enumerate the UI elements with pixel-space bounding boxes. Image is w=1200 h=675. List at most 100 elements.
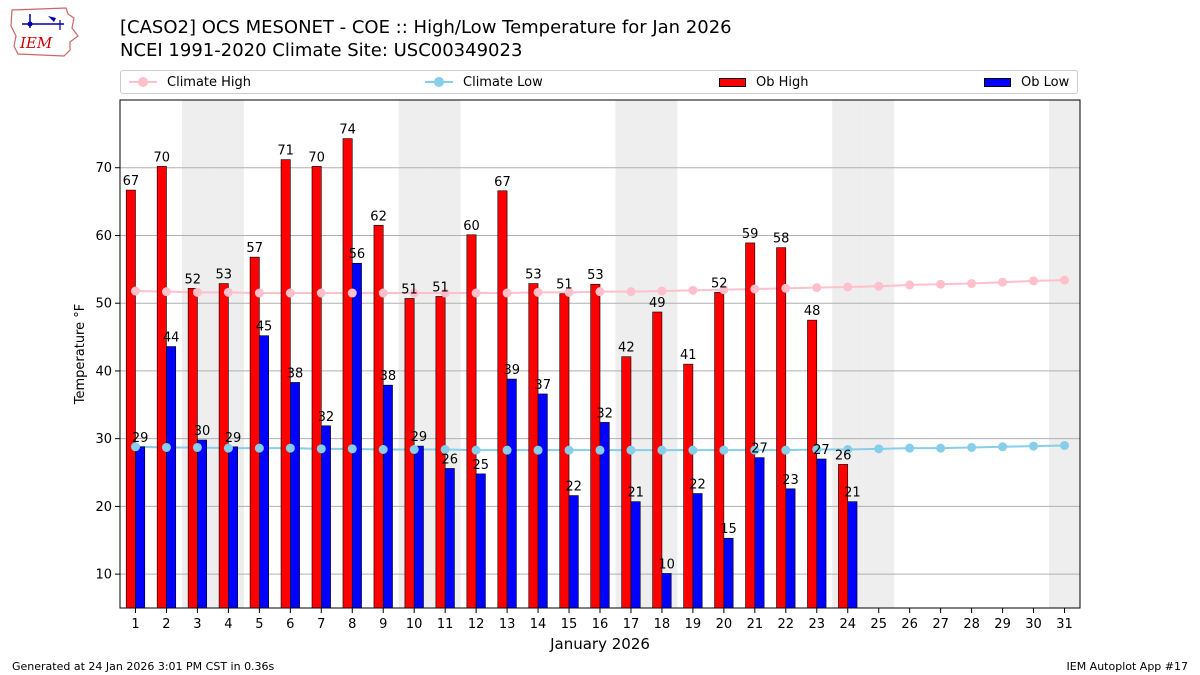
ob-low-bar — [723, 537, 734, 609]
x-axis-label: January 2026 — [549, 635, 650, 653]
legend-swatch-ob-high — [719, 77, 746, 87]
x-tick-label: 24 — [839, 617, 856, 632]
ob-high-label: 59 — [742, 227, 759, 242]
legend-item-climate-high: Climate High — [129, 71, 251, 93]
ob-high-label: 51 — [556, 278, 573, 293]
ob-low-label: 10 — [658, 557, 675, 572]
ob-low-label: 56 — [349, 247, 366, 262]
climate-high-point — [254, 288, 264, 298]
weekend-band — [1049, 100, 1080, 608]
climate-low-point — [626, 445, 636, 455]
ob-low-label: 27 — [751, 442, 768, 457]
climate-low-point — [440, 445, 450, 455]
logo-text: IEM — [19, 34, 53, 52]
y-tick-label: 50 — [95, 297, 112, 312]
ob-low-bar — [785, 488, 796, 609]
legend-item-climate-low: Climate Low — [425, 71, 543, 93]
ob-high-label: 70 — [154, 150, 171, 165]
ob-high-bar — [311, 166, 322, 609]
ob-high-bar — [280, 159, 291, 609]
ob-low-label: 29 — [411, 430, 428, 445]
climate-low-point — [874, 444, 884, 454]
climate-low-point — [719, 445, 729, 455]
ob-low-bar — [754, 457, 765, 609]
x-tick-label: 26 — [901, 617, 918, 632]
ob-low-bar — [444, 468, 455, 609]
climate-high-point — [874, 281, 884, 291]
ob-low-bar — [320, 425, 331, 609]
climate-low-point — [781, 445, 791, 455]
x-tick-label: 14 — [530, 617, 547, 632]
ob-high-bar — [497, 190, 508, 609]
climate-low-point — [533, 445, 543, 455]
climate-low-point — [285, 443, 295, 453]
climate-low-point — [905, 443, 915, 453]
x-tick-label: 1 — [131, 617, 139, 632]
climate-low-point — [967, 442, 977, 452]
climate-low-point — [564, 445, 574, 455]
climate-low-point — [347, 444, 357, 454]
x-tick-label: 12 — [468, 617, 485, 632]
climate-high-point — [161, 287, 171, 297]
climate-low-point — [161, 442, 171, 452]
y-axis-label: Temperature °F — [73, 304, 88, 405]
climate-low-point — [843, 445, 853, 455]
x-tick-label: 13 — [499, 617, 516, 632]
ob-low-label: 15 — [720, 522, 737, 537]
ob-low-label: 37 — [534, 378, 551, 393]
ob-high-label: 67 — [123, 174, 140, 189]
ob-high-label: 60 — [463, 219, 480, 234]
ob-high-label: 57 — [246, 241, 263, 256]
climate-high-point — [130, 286, 140, 296]
x-tick-label: 16 — [592, 617, 609, 632]
ob-high-label: 53 — [525, 268, 542, 283]
app-credit: IEM Autoplot App #17 — [1066, 660, 1189, 673]
climate-high-point — [781, 283, 791, 293]
climate-high-point — [750, 284, 760, 294]
climate-low-point — [223, 443, 233, 453]
ob-high-label: 51 — [401, 282, 418, 297]
ob-high-bar — [745, 242, 756, 609]
ob-low-label: 21 — [844, 486, 861, 501]
ob-high-label: 52 — [711, 276, 728, 291]
climate-low-point — [502, 445, 512, 455]
legend-label-ob-low: Ob Low — [1021, 74, 1070, 90]
x-tick-label: 15 — [561, 617, 578, 632]
chart-legend: Climate High Climate Low Ob High Ob Low — [120, 70, 1078, 94]
x-tick-label: 9 — [379, 617, 387, 632]
ob-low-bar — [661, 573, 672, 609]
ob-low-label: 44 — [163, 331, 180, 346]
ob-low-bar — [351, 262, 362, 609]
x-tick-label: 11 — [437, 617, 454, 632]
climate-high-point — [905, 280, 915, 290]
y-tick-label: 20 — [95, 500, 112, 515]
ob-low-bar — [166, 346, 177, 609]
ob-high-bar — [342, 138, 353, 609]
climate-high-point — [316, 288, 326, 298]
legend-label-climate-high: Climate High — [167, 74, 252, 90]
weekend-band — [863, 100, 895, 608]
x-tick-label: 19 — [685, 617, 702, 632]
ob-high-label: 74 — [339, 123, 356, 138]
ob-low-bar — [816, 458, 827, 609]
ob-low-bar — [847, 501, 858, 609]
legend-swatch-ob-low — [984, 77, 1011, 87]
x-tick-label: 30 — [1025, 617, 1042, 632]
legend-label-climate-low: Climate Low — [463, 74, 543, 90]
ob-low-bar — [506, 378, 517, 609]
ob-low-label: 32 — [596, 406, 613, 421]
ob-low-label: 25 — [473, 458, 490, 473]
x-tick-label: 3 — [193, 617, 201, 632]
ob-low-label: 29 — [225, 431, 242, 446]
climate-high-point — [533, 287, 543, 297]
climate-low-point — [409, 445, 419, 455]
climate-high-point — [378, 288, 388, 298]
ob-low-label: 38 — [287, 366, 304, 381]
x-tick-label: 27 — [932, 617, 949, 632]
climate-high-point — [936, 279, 946, 289]
ob-high-label: 70 — [308, 150, 325, 165]
climate-low-point — [998, 442, 1008, 452]
climate-high-point — [409, 288, 419, 298]
climate-high-point — [223, 287, 233, 297]
